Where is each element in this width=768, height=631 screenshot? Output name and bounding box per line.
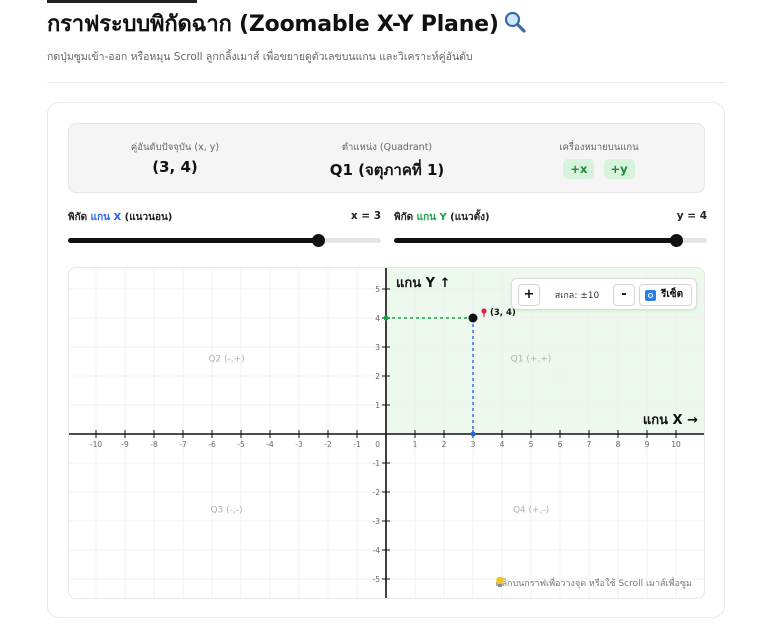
- graph-card: คู่อันดับปัจจุบัน (x, y) (3, 4) ตำแหน่ง …: [47, 102, 725, 618]
- x-slider-fill: [68, 238, 319, 243]
- quadrant-info: ตำแหน่ง (Quadrant) Q1 (จตุภาคที่ 1): [281, 124, 493, 194]
- x-projection-dot: [470, 431, 476, 437]
- x-slider-axis: แกน X: [90, 212, 122, 223]
- divider: [47, 82, 725, 83]
- y-slider-group: พิกัด แกน Y (แนวตั้ง) y = 4: [394, 210, 707, 250]
- reset-icon: [645, 290, 656, 301]
- x-tick-label: 3: [471, 440, 476, 449]
- x-tick-label: 5: [529, 440, 534, 449]
- y-slider-label: พิกัด แกน Y (แนวตั้ง): [394, 210, 490, 225]
- quadrant-4-label: Q4 (+,-): [513, 505, 549, 515]
- x-tick-label: 1: [413, 440, 418, 449]
- quadrant-2-label: Q2 (-,+): [208, 355, 244, 365]
- reset-label: รีเซ็ต: [661, 289, 684, 300]
- x-slider-thumb[interactable]: [312, 234, 326, 247]
- hint-text-label: คลิกบนกราฟเพื่อวางจุด หรือใช้ Scroll เมา…: [495, 579, 692, 589]
- x-slider-label-prefix: พิกัด: [68, 212, 91, 223]
- x-tick-label: -8: [150, 440, 158, 449]
- y-tick-label: -5: [373, 575, 381, 584]
- hint-text: คลิกบนกราฟเพื่อวางจุด หรือใช้ Scroll เมา…: [495, 576, 692, 590]
- origin-label: 0: [375, 440, 380, 449]
- y-projection-dot: [383, 315, 389, 321]
- y-tick-label: 5: [375, 285, 380, 294]
- x-tick-label: -5: [237, 440, 245, 449]
- x-slider-label-suffix: (แนวนอน): [121, 212, 173, 223]
- pin-icon: [481, 308, 487, 314]
- x-slider[interactable]: [68, 234, 381, 247]
- page-title: กราฟระบบพิกัดฉาก (Zoomable X-Y Plane): [47, 6, 527, 41]
- x-tick-label: -3: [295, 440, 303, 449]
- y-tick-label: 3: [375, 343, 380, 352]
- sign-badge-x: +x: [563, 159, 595, 179]
- quadrant-3-label: Q3 (-,-): [210, 505, 242, 515]
- coordinate-label: คู่อันดับปัจจุบัน (x, y): [130, 142, 220, 153]
- point-label: (3, 4): [490, 308, 516, 318]
- signs-label: เครื่องหมายบนแกน: [559, 142, 639, 153]
- signs-info: เครื่องหมายบนแกน +x +y: [493, 124, 705, 194]
- coordinate-plane[interactable]: -10 -9 -8 -7 -6 -5 -4 -3 -2 -1 1 2 3 4 5 6 7 8 9 10 5 4 3 2 1 -1 -…: [68, 267, 705, 599]
- x-tick-label: -6: [208, 440, 216, 449]
- coordinate-info: คู่อันดับปัจจุบัน (x, y) (3, 4): [69, 124, 281, 194]
- zoom-scale-label: สเกล: ±10: [554, 291, 600, 301]
- y-tick-label: -1: [373, 459, 381, 468]
- x-tick-label: -1: [353, 440, 361, 449]
- x-tick-label: -4: [266, 440, 274, 449]
- x-tick-label: 10: [671, 440, 681, 449]
- info-panel: คู่อันดับปัจจุบัน (x, y) (3, 4) ตำแหน่ง …: [68, 123, 705, 193]
- x-tick-label: -2: [324, 440, 332, 449]
- zoom-in-button[interactable]: +: [518, 284, 540, 306]
- y-tick-label: 4: [375, 314, 380, 323]
- x-tick-label: -10: [90, 440, 102, 449]
- y-slider-thumb[interactable]: [669, 234, 683, 247]
- coordinate-value: (3, 4): [152, 158, 198, 176]
- zoom-controls: + สเกล: ±10 - รีเซ็ต: [511, 278, 697, 310]
- sign-badges: +x +y: [493, 158, 705, 179]
- x-slider-group: พิกัด แกน X (แนวนอน) x = 3: [68, 210, 381, 250]
- y-slider[interactable]: [394, 234, 707, 247]
- y-slider-label-prefix: พิกัด: [394, 212, 417, 223]
- y-tick-label: -3: [373, 517, 381, 526]
- x-tick-label: 6: [558, 440, 563, 449]
- quadrant-label: ตำแหน่ง (Quadrant): [341, 142, 433, 153]
- quadrant-1-label: Q1 (+,+): [511, 355, 552, 365]
- plotted-point: [468, 313, 478, 323]
- y-slider-axis: แกน Y: [416, 212, 447, 223]
- coordinate-plane-svg[interactable]: -10 -9 -8 -7 -6 -5 -4 -3 -2 -1 1 2 3 4 5 6 7 8 9 10 5 4 3 2 1 -1 -…: [69, 268, 705, 599]
- lightbulb-icon: [496, 576, 505, 587]
- x-tick-label: 8: [616, 440, 621, 449]
- x-tick-label: -9: [121, 440, 129, 449]
- y-axis-label: แกน Y ↑: [396, 276, 451, 291]
- reset-button[interactable]: รีเซ็ต: [639, 284, 692, 306]
- y-slider-value: y = 4: [676, 210, 707, 222]
- y-slider-label-suffix: (แนวตั้ง): [446, 212, 490, 223]
- sign-badge-y: +y: [603, 159, 635, 179]
- x-tick-label: 7: [587, 440, 592, 449]
- y-tick-label: -4: [373, 546, 381, 555]
- x-tick-label: 2: [442, 440, 447, 449]
- x-tick-label: -7: [179, 440, 187, 449]
- magnifier-icon: [503, 10, 527, 40]
- x-tick-label: 4: [500, 440, 505, 449]
- y-tick-label: 1: [375, 401, 380, 410]
- x-slider-value: x = 3: [350, 210, 381, 222]
- y-tick-label: 2: [375, 372, 380, 381]
- x-axis-label: แกน X →: [643, 413, 698, 428]
- top-accent-bar: [47, 0, 197, 3]
- quadrant-value: Q1 (จตุภาคที่ 1): [329, 161, 445, 179]
- page-subtitle: กดปุ่มซูมเข้า-ออก หรือหมุน Scroll ลูกกลิ…: [47, 51, 473, 63]
- zoom-out-button[interactable]: -: [613, 284, 635, 306]
- y-slider-fill: [394, 238, 676, 243]
- x-tick-label: 9: [645, 440, 650, 449]
- page-title-text: กราฟระบบพิกัดฉาก (Zoomable X-Y Plane): [47, 12, 499, 37]
- x-slider-label: พิกัด แกน X (แนวนอน): [68, 210, 172, 225]
- y-tick-label: -2: [373, 488, 381, 497]
